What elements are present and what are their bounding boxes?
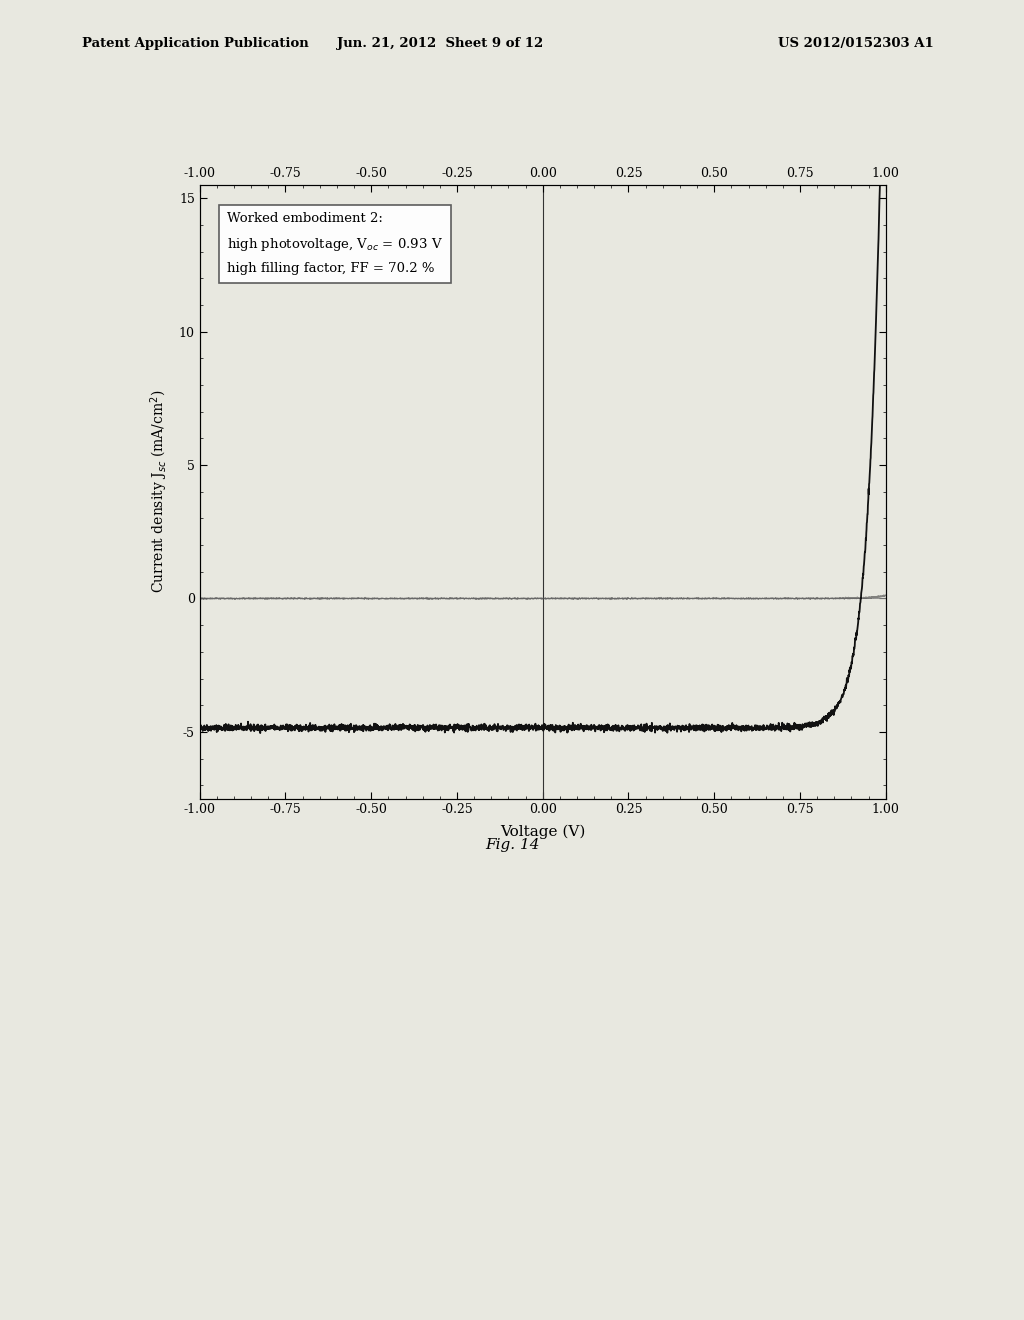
X-axis label: Voltage (V): Voltage (V) [500,825,586,840]
Text: Patent Application Publication: Patent Application Publication [82,37,308,50]
Text: Worked embodiment 2:
high photovoltage, V$_{oc}$ = 0.93 V
high filling factor, F: Worked embodiment 2: high photovoltage, … [227,213,443,276]
Y-axis label: Current density J$_{sc}$ (mA/cm$^2$): Current density J$_{sc}$ (mA/cm$^2$) [148,389,170,594]
Text: Jun. 21, 2012  Sheet 9 of 12: Jun. 21, 2012 Sheet 9 of 12 [337,37,544,50]
Text: Fig. 14: Fig. 14 [484,838,540,853]
Text: US 2012/0152303 A1: US 2012/0152303 A1 [778,37,934,50]
